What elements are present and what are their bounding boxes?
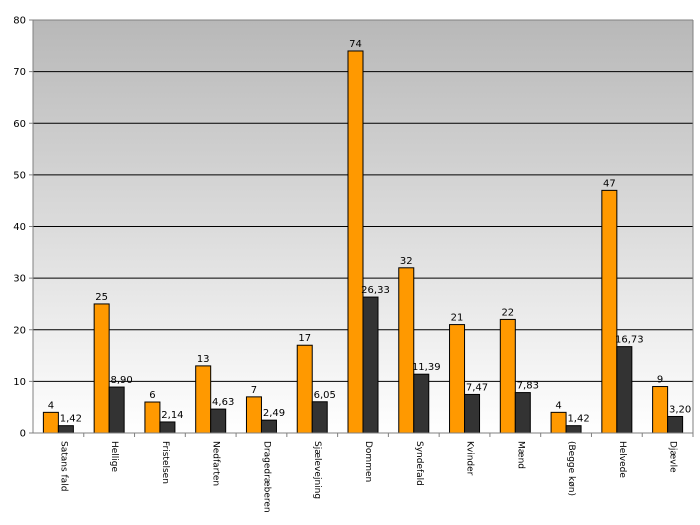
category-label: Hellige — [109, 441, 119, 473]
category-label: Helvede — [617, 441, 627, 478]
data-label: 2,49 — [263, 408, 285, 419]
bar-series-1 — [144, 401, 161, 434]
data-label: 4,63 — [212, 397, 234, 408]
y-tick-label: 60 — [13, 119, 26, 130]
bar-series-2 — [616, 346, 633, 434]
data-label: 6,05 — [314, 390, 336, 401]
bar-series-1 — [42, 411, 59, 434]
category-label: (Begge køn) — [566, 441, 576, 496]
data-label: 1,42 — [567, 414, 589, 425]
bar-series-2 — [667, 415, 684, 434]
category-label: Syndefald — [414, 441, 424, 486]
data-label: 7 — [251, 385, 257, 396]
category-label: Fristelsen — [160, 441, 170, 484]
data-label: 26,33 — [361, 285, 390, 296]
category-label: Kvinder — [465, 441, 475, 476]
bar-series-2 — [413, 373, 430, 434]
data-label: 17 — [298, 333, 311, 344]
bar-series-1 — [550, 411, 567, 434]
bar-series-2 — [464, 393, 481, 434]
data-label: 1,42 — [60, 414, 82, 425]
bar-series-2 — [159, 421, 176, 434]
data-label: 21 — [451, 313, 464, 324]
y-axis-ticks: 0 10 20 30 40 50 60 70 80 — [13, 16, 694, 440]
data-label: 3,20 — [669, 404, 691, 415]
data-label: 47 — [603, 178, 616, 189]
bars — [42, 50, 684, 434]
data-label: 11,39 — [412, 362, 441, 373]
data-label: 4 — [555, 400, 561, 411]
bar-series-1 — [449, 324, 466, 434]
category-label: Nedfarten — [211, 441, 221, 486]
y-tick-label: 70 — [13, 67, 26, 78]
data-label: 13 — [197, 354, 210, 365]
y-tick-label: 50 — [13, 170, 26, 181]
y-tick-label: 40 — [13, 222, 26, 233]
data-labels: 4 1,42 25 8,90 6 2,14 13 4,63 7 2,49 17 6,05 74 26,33… — [48, 39, 692, 425]
bar-series-2 — [362, 296, 379, 434]
category-label: Djævle — [668, 441, 678, 473]
bar-series-2 — [260, 419, 277, 434]
category-label: Dragedræberen — [261, 441, 271, 513]
bar-series-2 — [514, 392, 531, 434]
bar-series-1 — [245, 396, 262, 434]
y-tick-label: 30 — [13, 274, 26, 285]
data-label: 25 — [95, 292, 108, 303]
data-label: 32 — [400, 256, 413, 267]
bar-series-1 — [347, 50, 364, 434]
bar-series-1 — [601, 189, 618, 434]
bar-series-2 — [311, 401, 328, 434]
bar-series-2 — [565, 425, 582, 434]
bar-series-2 — [57, 425, 74, 434]
category-label: Mænd — [515, 441, 525, 469]
data-label: 7,47 — [466, 382, 488, 393]
category-labels: Satans fald Hellige Fristelsen Nedfarten Dra… — [58, 441, 677, 513]
bar-series-2 — [108, 386, 125, 434]
y-tick-label: 20 — [13, 325, 26, 336]
data-label: 6 — [149, 390, 155, 401]
data-label: 7,83 — [517, 381, 539, 392]
data-label: 22 — [501, 307, 514, 318]
y-tick-label: 10 — [13, 377, 26, 388]
category-label: Satans fald — [58, 441, 68, 491]
y-tick-label: 0 — [20, 429, 26, 440]
data-label: 8,90 — [111, 375, 133, 386]
bar-series-1 — [296, 344, 313, 434]
bar-series-1 — [652, 386, 669, 434]
bar-series-1 — [195, 365, 212, 434]
data-label: 2,14 — [161, 410, 183, 421]
bar-series-2 — [210, 408, 227, 434]
data-label: 9 — [657, 375, 663, 386]
data-label: 74 — [349, 39, 362, 50]
category-label: Sjælevejning — [312, 441, 322, 499]
category-label: Dommen — [363, 441, 373, 482]
bar-series-1 — [499, 318, 516, 434]
bar-series-1 — [93, 303, 110, 434]
bar-series-1 — [398, 267, 415, 434]
y-tick-label: 80 — [13, 16, 26, 27]
data-label: 16,73 — [615, 335, 644, 346]
data-label: 4 — [48, 400, 54, 411]
